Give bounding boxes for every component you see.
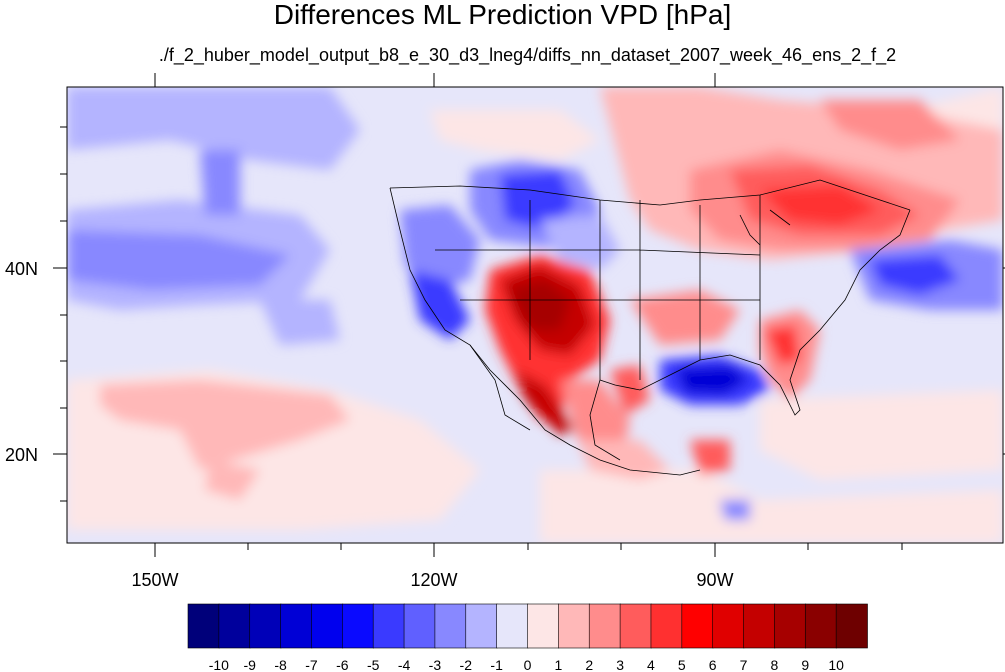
colorbar-swatch — [372, 603, 405, 649]
x-tick-label-150w: 150W — [131, 570, 178, 590]
colorbar-swatch — [650, 603, 683, 649]
colorbar-label: 5 — [678, 657, 686, 672]
colorbar-swatch — [774, 603, 807, 649]
map-title: Differences ML Prediction VPD [hPa] — [273, 0, 732, 30]
colorbar-label: -8 — [274, 657, 287, 672]
colorbar: -10 -9 -8 -7 -6 -5 -4 -3 -2 -1 0 1 2 3 4 5 6 7 8 9 10 — [187, 603, 868, 672]
colorbar-label: 7 — [740, 657, 748, 672]
colorbar-label: -7 — [305, 657, 318, 672]
x-tick-label-90w: 90W — [696, 570, 733, 590]
colorbar-label: -3 — [429, 657, 442, 672]
colorbar-label: 2 — [585, 657, 593, 672]
colorbar-swatch — [218, 603, 251, 649]
colorbar-label: -1 — [490, 657, 503, 672]
x-tick-label-120w: 120W — [410, 570, 457, 590]
coastlines — [389, 179, 911, 476]
colorbar-swatch — [280, 603, 313, 649]
colorbar-swatch — [434, 603, 467, 649]
colorbar-swatch — [311, 603, 344, 649]
colorbar-label: 3 — [616, 657, 624, 672]
colorbar-swatch — [249, 603, 282, 649]
colorbar-label: -9 — [244, 657, 257, 672]
colorbar-swatch — [835, 603, 868, 649]
colorbar-swatch — [681, 603, 714, 649]
colorbar-label: 8 — [771, 657, 779, 672]
colorbar-swatch — [743, 603, 776, 649]
colorbar-swatch — [527, 603, 560, 649]
colorbar-label: 10 — [828, 657, 844, 672]
colorbar-swatch — [496, 603, 529, 649]
colorbar-swatch — [712, 603, 745, 649]
colorbar-swatch — [804, 603, 837, 649]
y-tick-label-20n: 20N — [5, 445, 38, 465]
colorbar-swatch — [342, 603, 374, 649]
colorbar-swatch — [588, 603, 621, 649]
colorbar-label: -2 — [460, 657, 473, 672]
colorbar-label: 4 — [647, 657, 655, 672]
colorbar-swatch — [187, 603, 220, 649]
colorbar-swatch — [558, 603, 591, 649]
colorbar-label: -4 — [398, 657, 411, 672]
tick-marks — [53, 73, 1005, 557]
map-subtitle: ./f_2_huber_model_output_b8_e_30_d3_lneg… — [158, 45, 897, 65]
vpd-difference-field — [67, 87, 1003, 543]
colorbar-label: 6 — [709, 657, 717, 672]
colorbar-label: 0 — [524, 657, 532, 672]
colorbar-swatch — [403, 603, 436, 649]
colorbar-swatch — [619, 603, 652, 649]
colorbar-label: -5 — [367, 657, 380, 672]
colorbar-label: 1 — [554, 657, 562, 672]
colorbar-label: 9 — [801, 657, 809, 672]
colorbar-swatch — [465, 603, 498, 649]
y-tick-label-40n: 40N — [5, 259, 38, 279]
colorbar-label: -6 — [336, 657, 349, 672]
colorbar-label: -10 — [209, 657, 229, 672]
